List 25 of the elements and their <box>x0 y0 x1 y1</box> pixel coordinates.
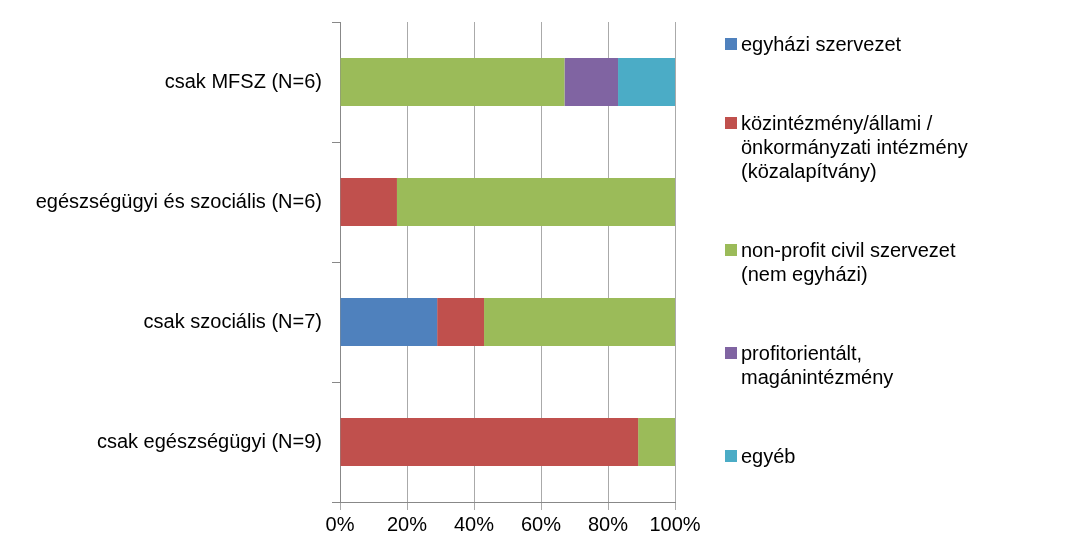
bar <box>638 418 675 466</box>
bar <box>396 178 675 226</box>
bar <box>484 298 675 346</box>
bar <box>340 418 639 466</box>
y-tick-label: csak MFSZ (N=6) <box>164 69 322 92</box>
legend-label: non-profit civil szervezet (nem egyházi) <box>741 238 957 286</box>
x-tick-label: 80% <box>587 512 629 535</box>
x-tick-label: 0% <box>325 512 355 535</box>
bar <box>437 298 485 346</box>
x-tick-label: 20% <box>386 512 428 535</box>
x-tick-label: 40% <box>453 512 495 535</box>
y-tick-label: egészségügyi és szociális (N=6) <box>35 189 322 212</box>
bar <box>340 58 565 106</box>
legend-label: profitorientált, magánintézmény <box>741 340 895 389</box>
y-tick-label: csak egészségügyi (N=9) <box>96 429 322 452</box>
bar <box>618 58 675 106</box>
bar <box>564 58 619 106</box>
bar <box>340 298 438 346</box>
legend-label: közintézmény/állami /önkormányzati intézmény (közalapítvány) <box>741 111 969 184</box>
x-tick-label: 60% <box>520 512 562 535</box>
x-tick-label: 100% <box>649 512 701 535</box>
bar <box>340 178 397 226</box>
y-tick-label: csak szociális (N=7) <box>143 309 322 332</box>
legend-label: egyházi szervezet <box>741 32 903 57</box>
legend-label: egyéb <box>741 443 797 468</box>
